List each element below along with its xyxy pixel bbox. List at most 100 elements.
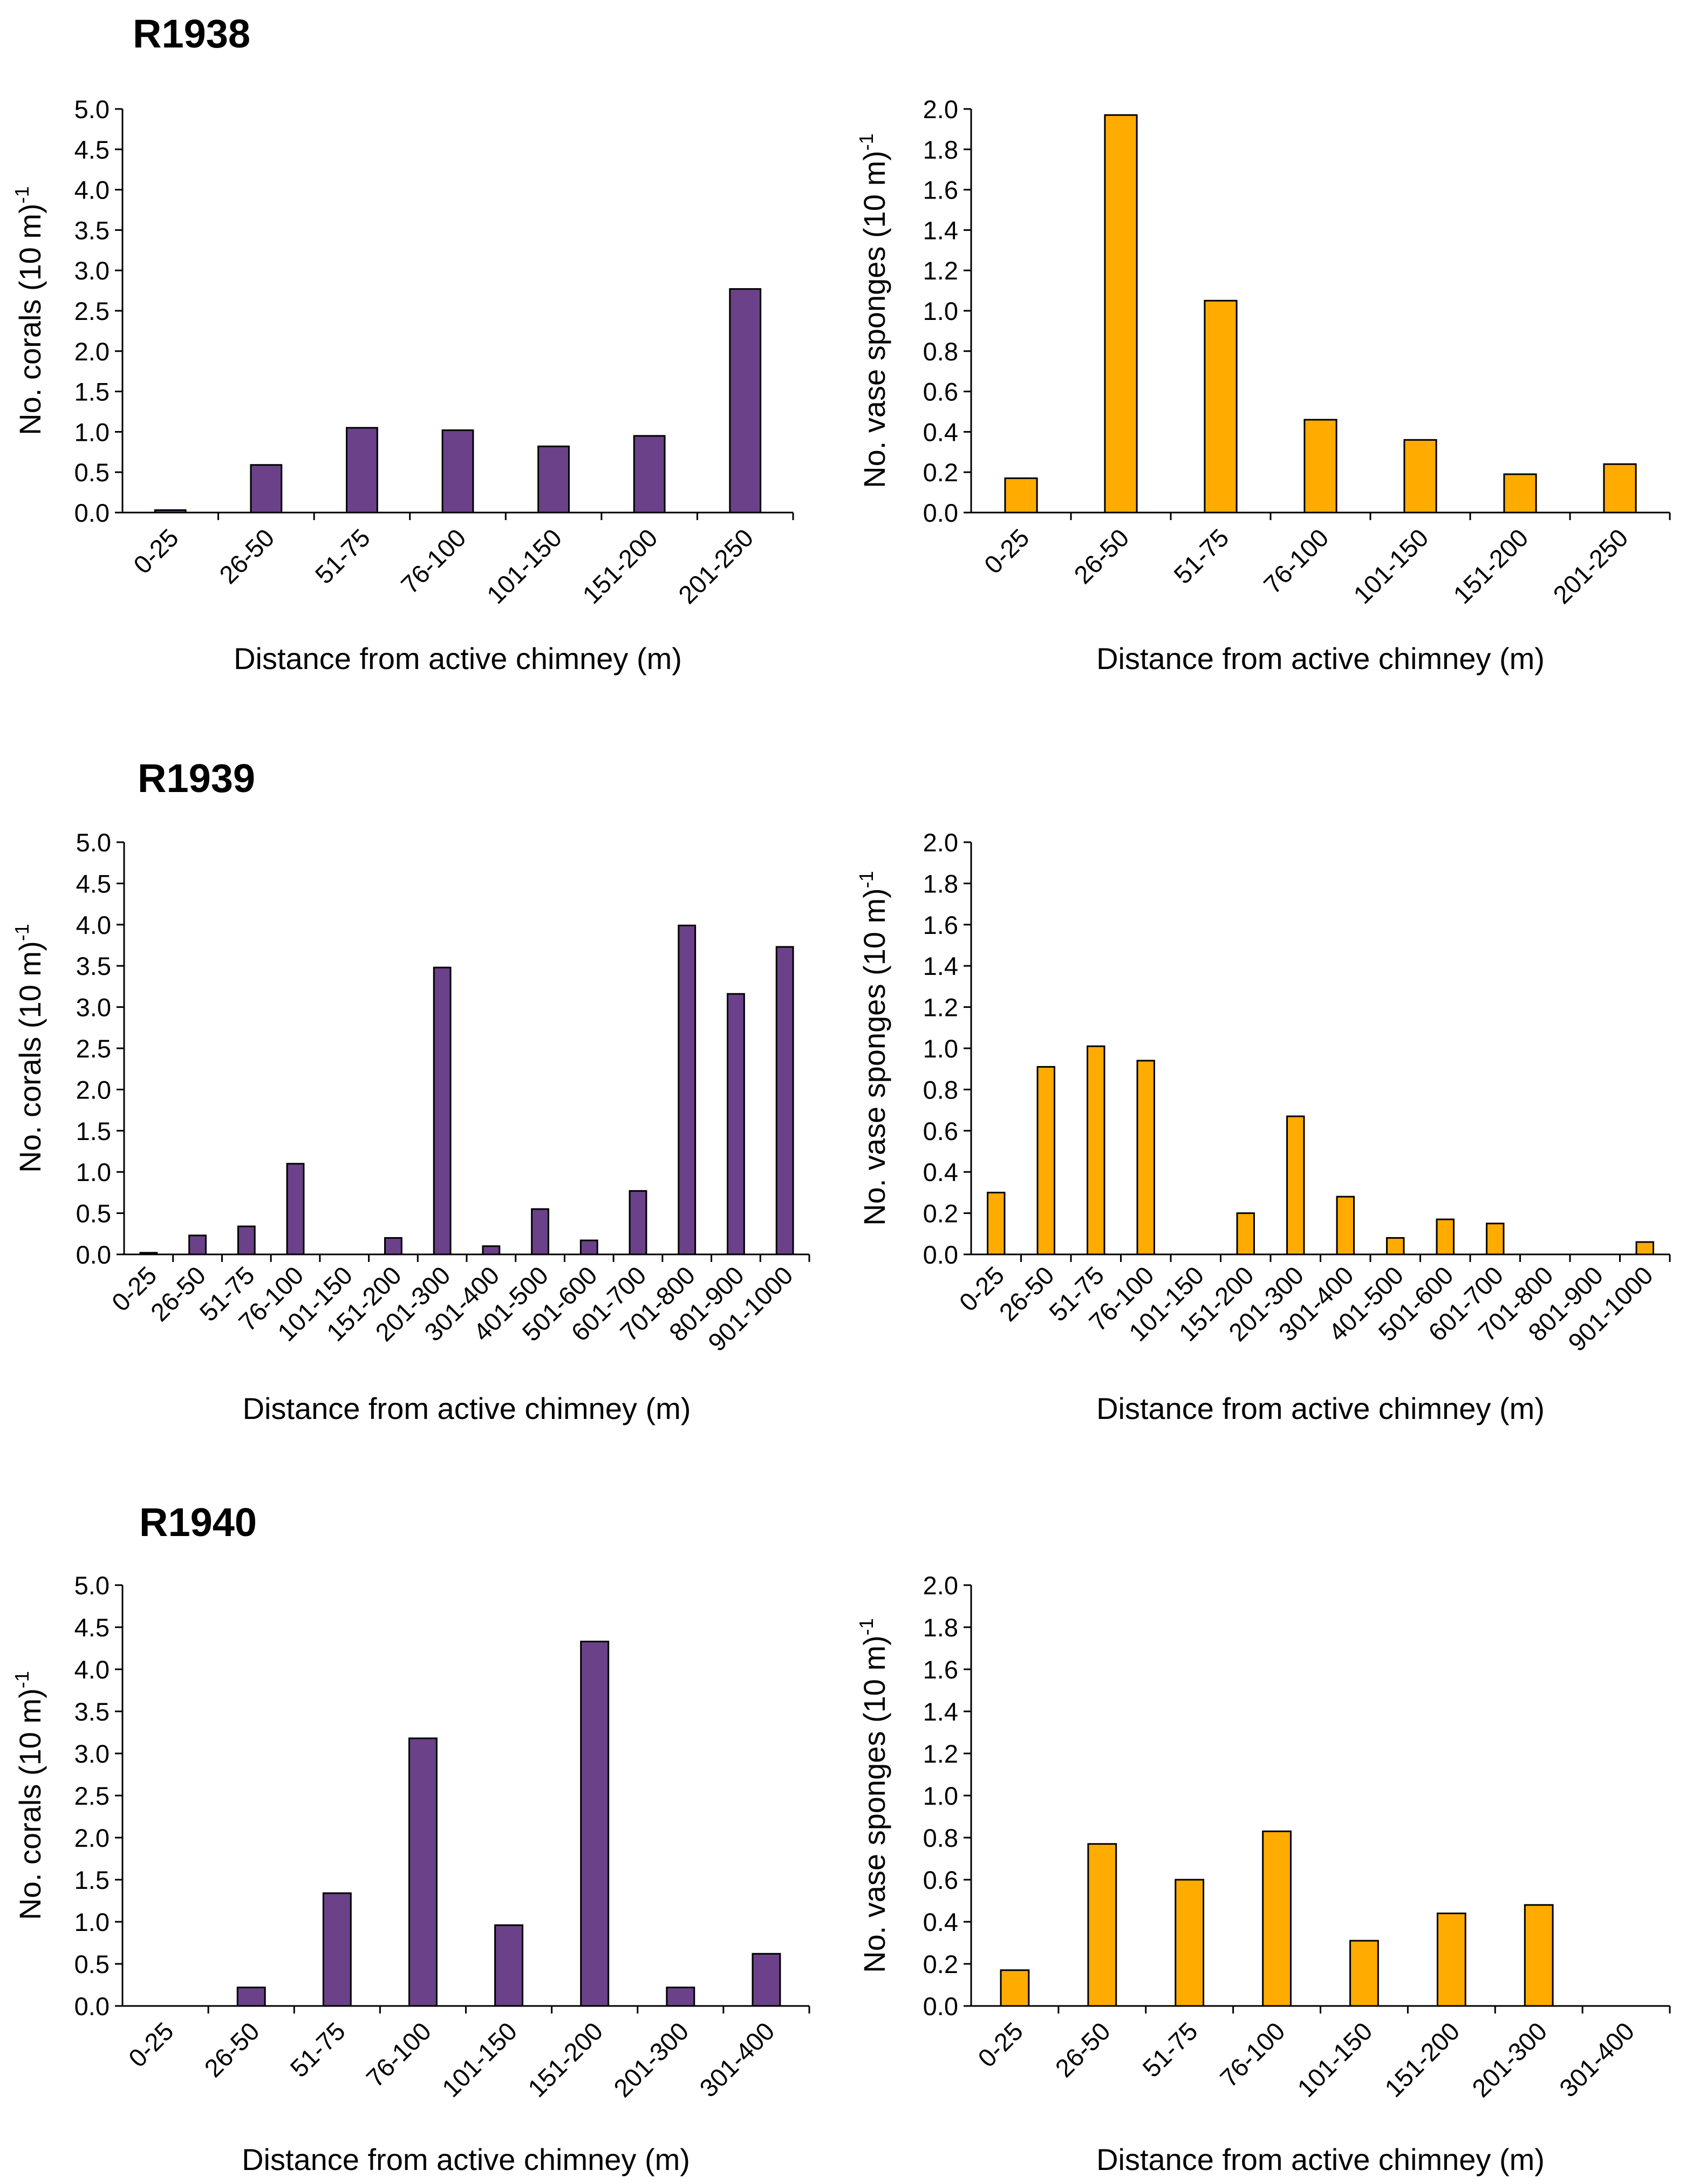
- y-tick-label: 1.2: [923, 1739, 958, 1768]
- y-axis-title-superscript: -1: [11, 924, 33, 941]
- y-tick-label: 0.0: [923, 1992, 958, 2021]
- bar-76-100: [1262, 1830, 1292, 2007]
- y-tick-label: 0.6: [923, 1117, 958, 1145]
- bar-0-25: [987, 1191, 1006, 1255]
- x-tick-label: 51-75: [1168, 523, 1234, 589]
- y-tick-label: 5.0: [76, 828, 111, 857]
- x-axis-title: Distance from active chimney (m): [234, 641, 682, 675]
- x-tick-label: 101-150: [1348, 523, 1434, 609]
- y-tick-label: 1.4: [923, 216, 958, 244]
- y-axis-title: No. vase sponges (10 m)-1: [855, 871, 891, 1226]
- y-tick-label: 1.0: [76, 1158, 111, 1186]
- x-tick-label: 301-400: [694, 2017, 780, 2103]
- bar-201-300: [1286, 1115, 1305, 1255]
- x-tick-label: 201-300: [1466, 2017, 1552, 2103]
- x-tick-label: 0-25: [123, 2017, 179, 2073]
- y-tick-label: 4.5: [74, 135, 110, 164]
- y-tick-label: 0.0: [76, 1240, 111, 1269]
- y-tick-label: 3.0: [74, 256, 110, 285]
- bar-26-50: [1087, 1843, 1117, 2007]
- x-tick-label: 101-150: [436, 2017, 522, 2103]
- y-tick-label: 0.8: [923, 1824, 958, 1852]
- x-tick-label: 76-100: [1214, 2017, 1291, 2093]
- x-axis-title: Distance from active chimney (m): [1096, 2142, 1545, 2176]
- bar-151-200: [580, 1641, 610, 2007]
- y-tick-label: 0.5: [74, 458, 110, 487]
- x-tick-label: 76-100: [360, 2017, 436, 2093]
- x-tick-label: 151-200: [1379, 2017, 1465, 2103]
- y-tick-label: 5.0: [74, 1571, 110, 1600]
- bar-26-50: [1104, 114, 1138, 514]
- bar-0-25: [1004, 477, 1038, 514]
- x-tick-label: 201-250: [1547, 523, 1633, 609]
- bar-151-200: [1236, 1212, 1255, 1255]
- y-axis-title-text: No. vase sponges (10 m): [857, 1635, 891, 1973]
- bar-101-150: [1403, 439, 1437, 514]
- bar-301-400: [752, 1953, 781, 2007]
- chart-r1938-corals: 0.0 0.5 1.0 1.5 2.0 2.5 3.0 3.5 4.0 4.5 5.0 0-25 26-…: [11, 95, 794, 675]
- y-tick-label: 0.0: [923, 1240, 958, 1269]
- y-tick-label: 4.5: [74, 1613, 110, 1642]
- bar-301-400: [1336, 1196, 1355, 1255]
- y-tick-label: 0.4: [923, 1158, 958, 1186]
- y-axis-title: No. corals (10 m)-1: [11, 1671, 47, 1920]
- y-tick-label: 0.4: [923, 418, 958, 446]
- x-tick-label: 26-50: [145, 1261, 211, 1327]
- bar-26-50: [188, 1234, 207, 1255]
- bar-26-50: [236, 1987, 266, 2007]
- y-tick-label: 2.5: [74, 1782, 110, 1810]
- bar-101-150: [494, 1924, 524, 2007]
- bar-151-200: [1503, 473, 1537, 514]
- bar-301-400: [482, 1245, 501, 1255]
- y-tick-label: 3.0: [74, 1739, 110, 1768]
- y-axis-title-superscript: -1: [11, 186, 33, 203]
- y-tick-label: 1.2: [923, 256, 958, 285]
- bar-901-1000: [1635, 1241, 1654, 1255]
- x-tick-label: 201-250: [673, 523, 759, 609]
- bar-701-800: [678, 924, 697, 1255]
- y-tick-label: 1.5: [76, 1117, 111, 1145]
- bar-601-700: [1486, 1223, 1505, 1255]
- bar-51-75: [237, 1225, 256, 1255]
- y-axis-title: No. vase sponges (10 m)-1: [855, 1618, 891, 1973]
- bar-101-150: [537, 445, 570, 514]
- bar-151-200: [633, 435, 666, 514]
- chart-r1938-sponges: 0.0 0.2 0.4 0.6 0.8 1.0 1.2 1.4 1.6 1.8 2.0 0-25 26-…: [855, 95, 1671, 675]
- x-tick-label: 76-100: [1258, 523, 1334, 599]
- y-tick-label: 0.6: [923, 1866, 958, 1894]
- chart-r1939-sponges: 0.00.20.40.60.81.01.21.41.61.82.00-2526-…: [855, 828, 1671, 1425]
- y-tick-label: 0.2: [923, 458, 958, 487]
- x-tick-label: 0-25: [128, 523, 184, 579]
- x-tick-label: 151-200: [522, 2017, 608, 2103]
- y-tick-label: 1.8: [923, 869, 958, 898]
- bar-151-200: [1436, 1912, 1466, 2007]
- bar-26-50: [1036, 1066, 1055, 1255]
- bar-201-250: [1603, 463, 1637, 514]
- y-axis-title-text: No. vase sponges (10 m): [857, 888, 891, 1226]
- bar-26-50: [250, 464, 283, 514]
- y-tick-label: 1.2: [923, 993, 958, 1022]
- x-tick-label: 151-200: [1448, 523, 1533, 609]
- x-tick-label: 26-50: [199, 2017, 264, 2083]
- y-tick-label: 1.6: [923, 176, 958, 204]
- y-tick-label: 4.0: [76, 911, 111, 939]
- bar-76-100: [408, 1737, 438, 2007]
- y-tick-label: 2.0: [74, 337, 110, 366]
- x-tick-label: 26-50: [1068, 523, 1134, 589]
- bar-76-100: [441, 429, 474, 514]
- y-tick-label: 0.4: [923, 1908, 958, 1936]
- y-tick-label: 2.5: [74, 297, 110, 325]
- y-tick-label: 2.5: [76, 1034, 111, 1063]
- y-tick-label: 0.5: [76, 1199, 111, 1228]
- y-axis-title-text: No. vase sponges (10 m): [857, 151, 891, 488]
- y-axis-title-text: No. corals (10 m): [13, 203, 47, 435]
- bar-76-100: [1136, 1060, 1155, 1255]
- bar-401-500: [1386, 1237, 1405, 1255]
- y-tick-label: 1.6: [923, 1655, 958, 1684]
- panel-title-r1940: R1940: [139, 1500, 257, 1545]
- y-tick-label: 2.0: [923, 828, 958, 857]
- x-tick-label: 101-150: [481, 523, 567, 609]
- y-tick-label: 1.0: [74, 418, 110, 446]
- x-axis-title: Distance from active chimney (m): [242, 2142, 690, 2176]
